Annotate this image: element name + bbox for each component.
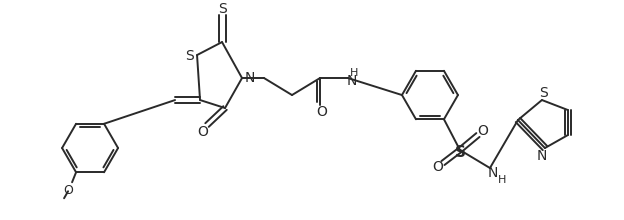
Text: N: N: [488, 166, 498, 180]
Text: O: O: [63, 184, 73, 197]
Text: O: O: [316, 105, 328, 119]
Text: N: N: [245, 71, 255, 85]
Text: H: H: [350, 68, 358, 78]
Text: N: N: [537, 149, 547, 163]
Text: S: S: [454, 145, 466, 160]
Text: O: O: [198, 125, 208, 139]
Text: H: H: [498, 175, 506, 185]
Text: S: S: [540, 86, 548, 100]
Text: N: N: [347, 74, 357, 88]
Text: O: O: [432, 160, 444, 174]
Text: S: S: [185, 49, 193, 63]
Text: S: S: [218, 2, 227, 16]
Text: O: O: [477, 124, 489, 138]
